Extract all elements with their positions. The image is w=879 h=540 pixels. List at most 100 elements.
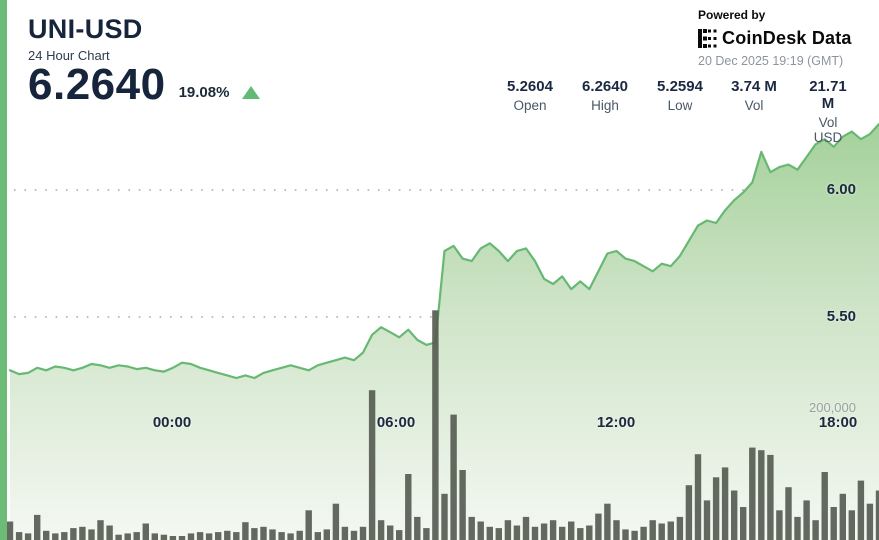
volume-bar bbox=[721, 467, 729, 540]
stat-vol-usd-label: Vol USD bbox=[813, 115, 843, 145]
volume-bar bbox=[242, 522, 249, 540]
volume-bar bbox=[269, 529, 276, 540]
volume-bar bbox=[486, 526, 493, 540]
volume-bar bbox=[305, 510, 312, 540]
volume-bar bbox=[160, 534, 168, 540]
stat-open: 5.2604 Open bbox=[507, 78, 553, 113]
volume-bar bbox=[857, 480, 865, 540]
volume-bar bbox=[649, 520, 656, 540]
stat-high: 6.2640 High bbox=[582, 78, 628, 113]
volume-bar bbox=[151, 533, 158, 540]
volume-bar bbox=[332, 503, 340, 540]
stat-vol-value: 3.74 M bbox=[731, 78, 777, 95]
volume-bar bbox=[287, 533, 294, 540]
price-row: 6.2640 19.08% bbox=[28, 60, 261, 109]
volume-bar bbox=[604, 503, 611, 540]
volume-bar bbox=[368, 390, 376, 540]
volume-bar bbox=[875, 490, 879, 540]
volume-bar bbox=[323, 529, 330, 540]
volume-bar bbox=[794, 516, 801, 540]
powered-by-label: Powered by bbox=[698, 8, 766, 22]
volume-bar bbox=[586, 525, 593, 540]
volume-bar bbox=[549, 520, 557, 540]
volume-bar bbox=[359, 526, 367, 540]
volume-bar bbox=[432, 310, 439, 540]
volume-bar bbox=[712, 477, 720, 540]
volume-bar bbox=[441, 493, 448, 540]
volume-bar bbox=[196, 532, 204, 540]
volume-bar bbox=[459, 470, 466, 540]
volume-bar bbox=[595, 513, 602, 540]
volume-bar bbox=[450, 414, 457, 540]
volume-bar bbox=[296, 530, 303, 540]
volume-bar bbox=[522, 516, 530, 540]
volume-bar bbox=[133, 532, 140, 540]
stat-vol-usd-value: 21.71 M bbox=[809, 78, 847, 112]
x-axis-tick-12-00: 12:00 bbox=[596, 414, 636, 431]
current-price: 6.2640 bbox=[28, 60, 166, 109]
stat-open-label: Open bbox=[513, 98, 547, 113]
up-arrow-icon bbox=[242, 85, 261, 99]
volume-bar bbox=[251, 528, 258, 540]
volume-bar bbox=[423, 528, 430, 540]
volume-bar bbox=[233, 532, 240, 540]
volume-bar bbox=[848, 510, 855, 540]
volume-bar bbox=[477, 521, 484, 540]
volume-bar bbox=[414, 516, 421, 540]
volume-bar bbox=[43, 530, 50, 540]
volume-bar bbox=[613, 520, 620, 540]
stat-low-value: 5.2594 bbox=[657, 78, 703, 95]
volume-bar bbox=[115, 534, 122, 540]
volume-bar bbox=[830, 507, 837, 540]
volume-bar bbox=[703, 500, 711, 540]
volume-bar bbox=[70, 528, 77, 540]
stat-open-value: 5.2604 bbox=[507, 78, 553, 95]
volume-bar bbox=[559, 526, 566, 540]
coindesk-logo-icon bbox=[698, 29, 717, 48]
volume-bar bbox=[631, 530, 638, 540]
volume-bar bbox=[205, 533, 213, 540]
volume-bar bbox=[685, 485, 693, 540]
stat-vol: 3.74 M Vol bbox=[731, 78, 777, 113]
volume-bar bbox=[97, 520, 104, 540]
volume-bar bbox=[767, 454, 774, 540]
volume-bar bbox=[278, 532, 285, 540]
volume-bar bbox=[377, 520, 385, 540]
volume-bar bbox=[776, 510, 783, 540]
volume-bar bbox=[124, 533, 131, 540]
volume-bar bbox=[658, 523, 665, 540]
volume-bar bbox=[106, 525, 113, 540]
volume-bar bbox=[495, 528, 502, 540]
stat-vol-usd: 21.71 M Vol USD bbox=[803, 78, 854, 145]
stat-vol-label: Vol bbox=[744, 98, 764, 113]
volume-bar bbox=[676, 516, 684, 540]
chart-period-subtitle: 24 Hour Chart bbox=[28, 48, 110, 63]
stat-high-label: High bbox=[591, 98, 619, 113]
volume-bar bbox=[178, 536, 186, 540]
volume-bar bbox=[749, 447, 756, 540]
volume-bar bbox=[785, 487, 792, 540]
volume-bar bbox=[52, 533, 59, 540]
volume-bar bbox=[694, 454, 702, 540]
stat-high-value: 6.2640 bbox=[582, 78, 628, 95]
volume-bar bbox=[504, 520, 512, 540]
volume-bar bbox=[513, 525, 521, 540]
volume-bar bbox=[224, 530, 231, 540]
coindesk-data-logo[interactable]: CoinDesk Data bbox=[698, 28, 852, 49]
chart-timestamp: 20 Dec 2025 19:19 (GMT) bbox=[698, 54, 844, 68]
volume-bar bbox=[812, 520, 819, 540]
volume-bar bbox=[667, 521, 674, 540]
accent-strip bbox=[0, 0, 7, 540]
volume-bar bbox=[568, 521, 575, 540]
volume-bar bbox=[387, 525, 394, 540]
volume-bar bbox=[405, 474, 412, 540]
coindesk-brand-text: CoinDesk Data bbox=[722, 28, 852, 48]
volume-bar bbox=[260, 526, 267, 540]
volume-bar bbox=[803, 500, 810, 540]
volume-bar bbox=[740, 507, 747, 540]
price-line bbox=[8, 122, 879, 380]
x-axis-tick-18-00: 18:00 bbox=[818, 414, 858, 431]
volume-bar bbox=[314, 532, 321, 540]
